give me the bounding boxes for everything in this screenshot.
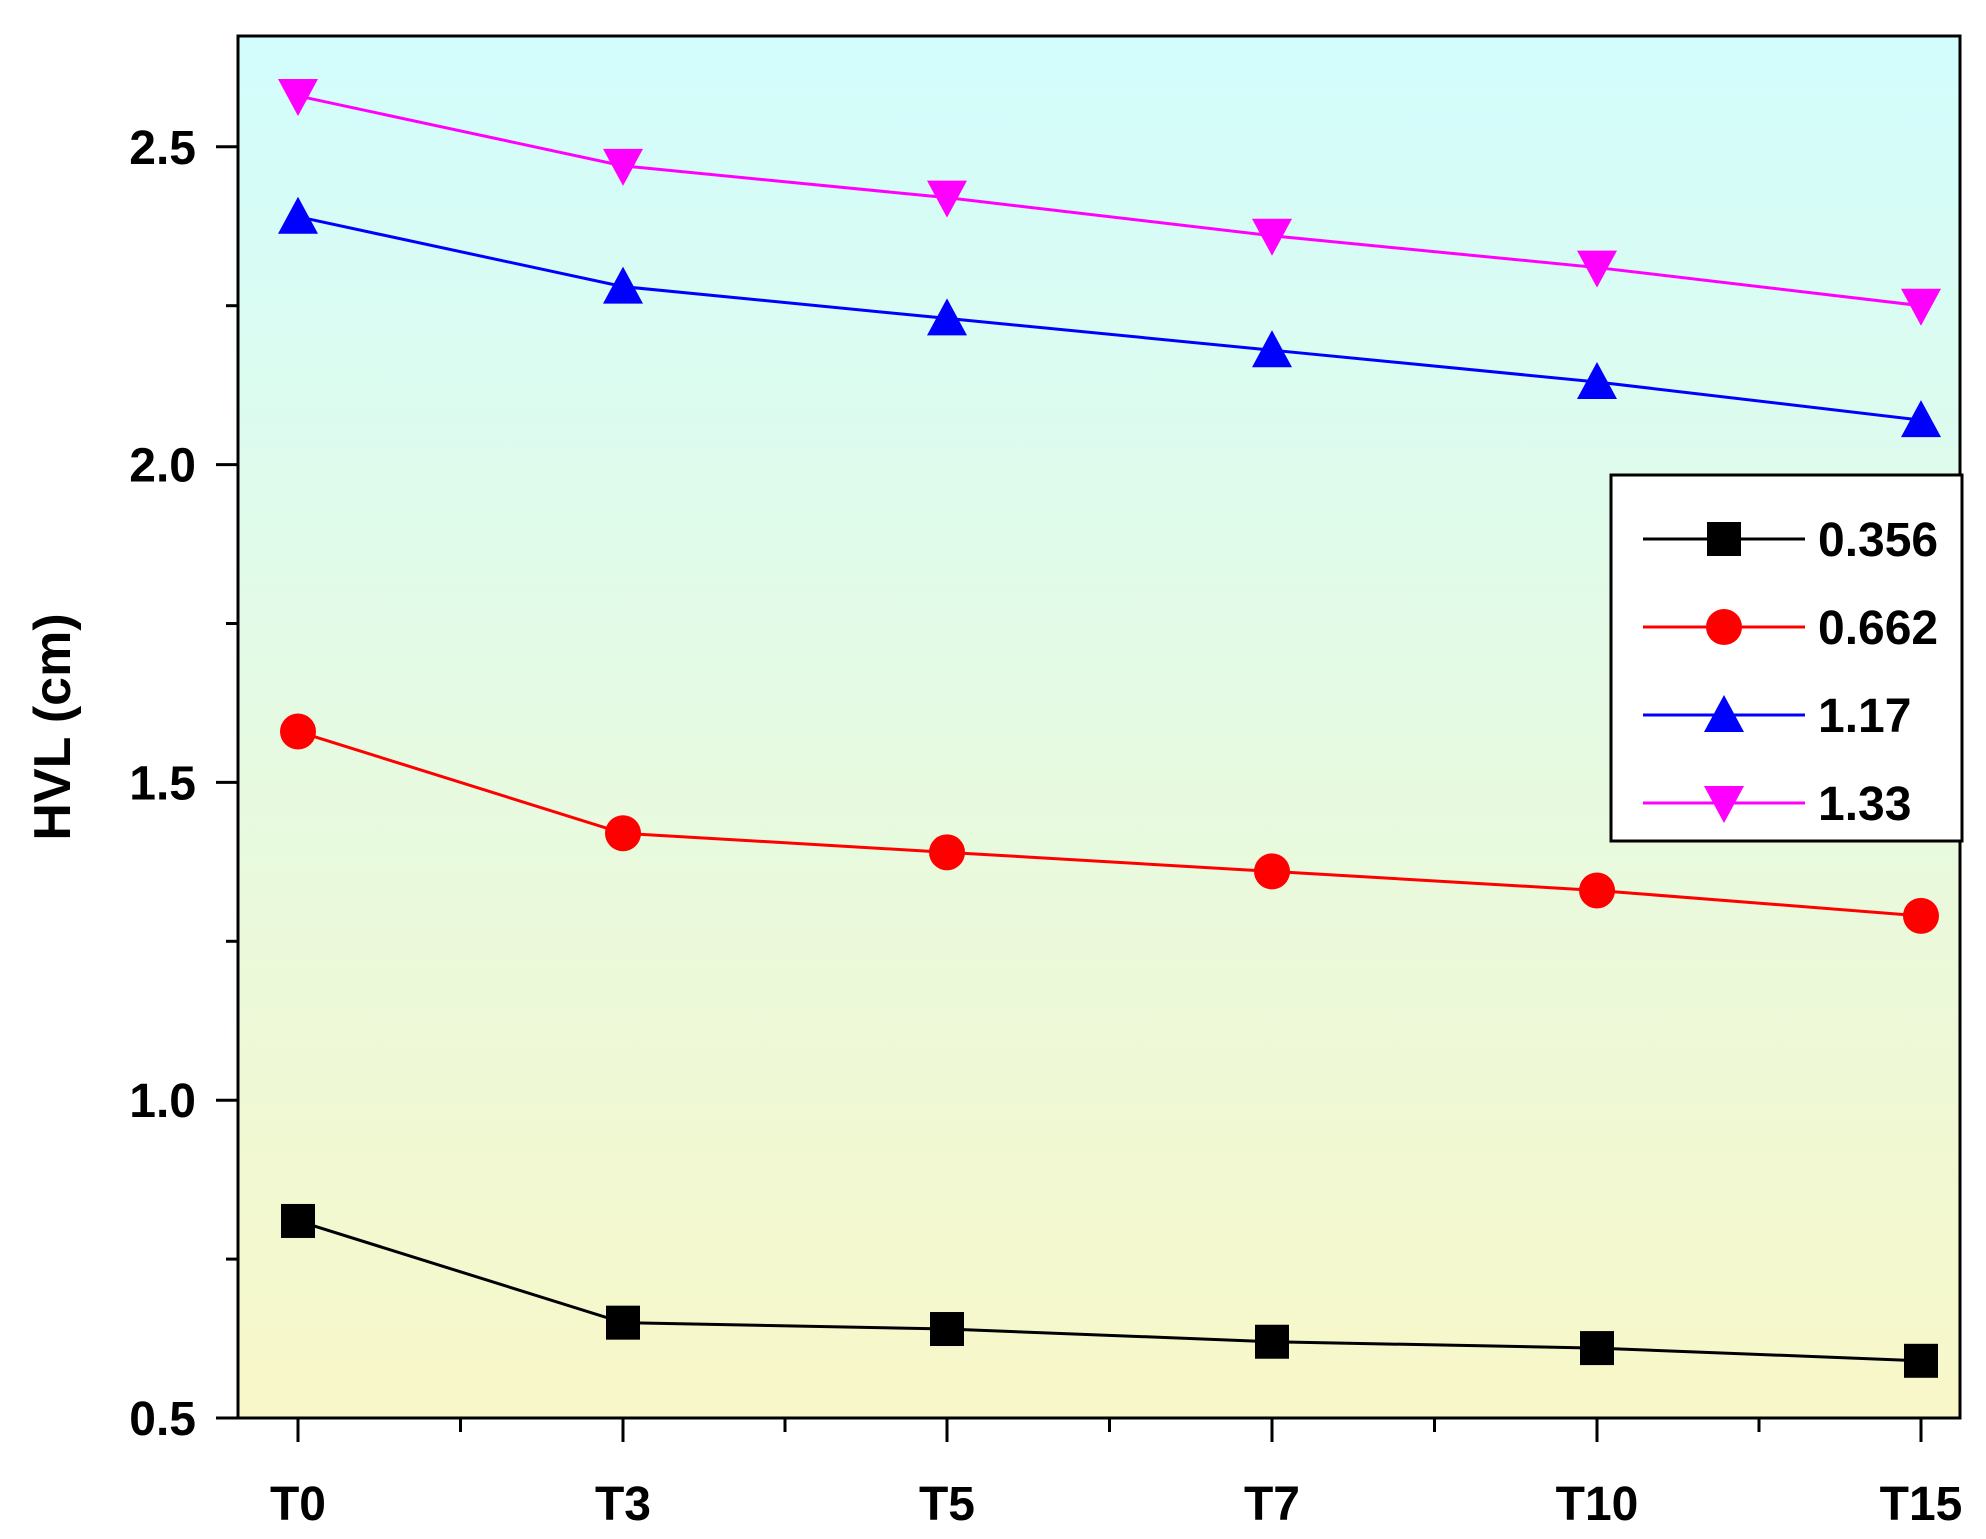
legend-label: 1.33 xyxy=(1818,778,1911,831)
data-point xyxy=(1252,218,1292,256)
x-tick-label: T3 xyxy=(595,1478,651,1531)
legend: 0.356 0.662 1.17 1.33 xyxy=(1609,473,1964,843)
data-point xyxy=(930,1312,964,1347)
y-tick-label: 1.5 xyxy=(129,757,196,810)
series-1.17 xyxy=(278,196,1941,438)
data-point xyxy=(603,148,643,186)
data-point xyxy=(1901,288,1941,326)
legend-item: 0.356 xyxy=(1643,514,1938,567)
series-line xyxy=(297,94,1922,308)
series-line xyxy=(297,1219,1922,1363)
series-0.662 xyxy=(280,713,1939,934)
series-line xyxy=(297,215,1922,422)
data-point xyxy=(603,266,643,304)
data-point xyxy=(1904,1343,1938,1378)
y-tick-label: 2.5 xyxy=(129,122,196,175)
legend-label: 1.17 xyxy=(1818,690,1911,743)
data-point xyxy=(281,1203,315,1238)
data-point xyxy=(929,834,965,871)
data-point xyxy=(927,298,967,336)
data-point xyxy=(1254,853,1290,890)
data-point xyxy=(1252,330,1292,368)
axis-layer: T0 T3 T5 T7 T10 T15 0.5 1.0 1.5 2.0 2.5 xyxy=(129,122,1962,1531)
legend-box xyxy=(1609,473,1964,843)
x-tick-label: T0 xyxy=(270,1478,326,1531)
data-point xyxy=(278,78,318,116)
data-point xyxy=(1579,872,1615,909)
data-point xyxy=(280,713,316,750)
series-0.356 xyxy=(281,1203,1938,1378)
data-point xyxy=(1577,250,1617,288)
y-axis-title: HVL (cm) xyxy=(24,613,82,840)
legend-marker xyxy=(1707,522,1741,556)
x-tick-label: T5 xyxy=(919,1478,975,1531)
legend-item: 1.17 xyxy=(1643,690,1911,743)
legend-item: 1.33 xyxy=(1643,778,1911,831)
data-point xyxy=(1255,1324,1289,1359)
x-tick-label: T7 xyxy=(1244,1478,1300,1531)
legend-label: 0.356 xyxy=(1818,514,1938,567)
legend-marker xyxy=(1706,609,1742,645)
data-point xyxy=(606,1305,640,1340)
legend-marker xyxy=(1704,695,1744,732)
data-point xyxy=(1580,1331,1614,1366)
x-tick-label: T10 xyxy=(1556,1478,1639,1531)
data-point xyxy=(1901,400,1941,438)
data-point xyxy=(278,196,318,234)
legend-item: 0.662 xyxy=(1643,602,1938,655)
legend-label: 0.662 xyxy=(1818,602,1938,655)
data-point xyxy=(927,180,967,218)
legend-marker xyxy=(1704,786,1744,823)
data-point xyxy=(1577,361,1617,399)
data-point xyxy=(1903,897,1939,934)
series-line xyxy=(297,730,1922,918)
series-1.33 xyxy=(278,78,1941,326)
x-tick-label: T15 xyxy=(1880,1478,1963,1531)
data-point xyxy=(605,815,641,852)
series-layer xyxy=(278,78,1941,1378)
y-tick-label: 0.5 xyxy=(129,1393,196,1446)
y-tick-label: 2.0 xyxy=(129,440,196,493)
y-tick-label: 1.0 xyxy=(129,1075,196,1128)
